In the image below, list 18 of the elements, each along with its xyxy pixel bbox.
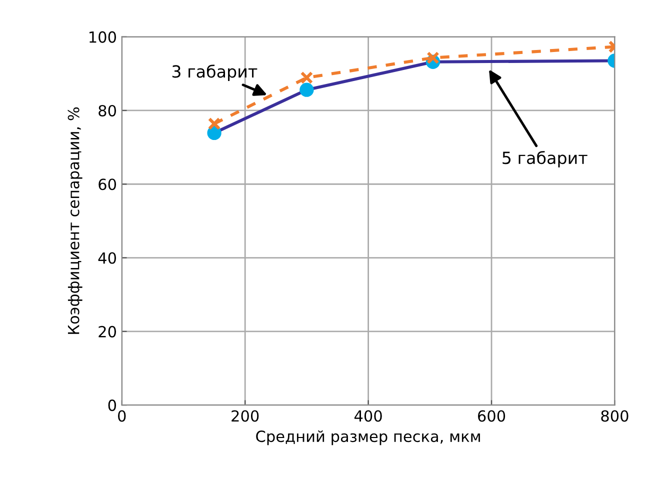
- x-tick-label: 800: [601, 410, 628, 422]
- y-tick-label: 40: [98, 252, 116, 264]
- x-tick-label: 0: [118, 410, 126, 422]
- y-axis-title: Коэффициент сепарации, %: [68, 107, 82, 334]
- y-tick-label: 100: [90, 31, 116, 43]
- x-tick-label: 200: [232, 410, 259, 422]
- point: [426, 51, 440, 64]
- series-label: 3 габарит: [172, 64, 258, 82]
- point: [300, 71, 314, 84]
- x-tick-label: 600: [478, 410, 506, 422]
- point: [208, 117, 221, 130]
- y-tick-label: 60: [98, 178, 116, 190]
- text: 5 габарит: [502, 150, 588, 168]
- y-tick-label: 20: [98, 326, 116, 338]
- y-tick-label: 0: [108, 400, 116, 412]
- x-axis-title: Средний размер песка, мкм: [256, 430, 480, 446]
- x-tick-label: 400: [354, 410, 382, 422]
- y-tick-label: 80: [98, 104, 116, 116]
